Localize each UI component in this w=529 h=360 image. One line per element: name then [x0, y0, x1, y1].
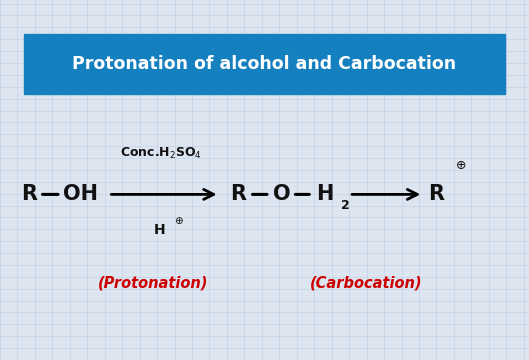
- Text: H: H: [316, 184, 333, 204]
- Text: Conc.H$_2$SO$_4$: Conc.H$_2$SO$_4$: [121, 145, 202, 161]
- Text: (Carbocation): (Carbocation): [311, 275, 423, 290]
- Text: R: R: [428, 184, 444, 204]
- Text: R: R: [21, 184, 37, 204]
- Text: 2: 2: [341, 199, 350, 212]
- Text: H: H: [153, 224, 165, 237]
- Text: OH: OH: [63, 184, 98, 204]
- Text: ⊕: ⊕: [175, 216, 183, 226]
- Text: (Protonation): (Protonation): [98, 275, 208, 290]
- Text: Protonation of alcohol and Carbocation: Protonation of alcohol and Carbocation: [72, 55, 457, 73]
- Text: O: O: [273, 184, 290, 204]
- Bar: [24, 34, 505, 94]
- Text: R: R: [230, 184, 246, 204]
- Text: ⊕: ⊕: [456, 159, 467, 172]
